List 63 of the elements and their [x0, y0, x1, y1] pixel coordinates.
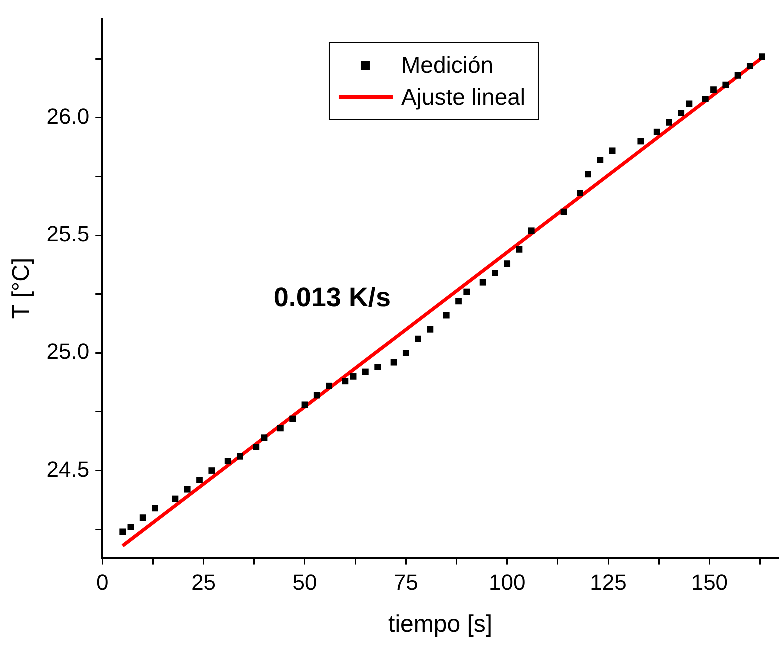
- point: [609, 148, 616, 154]
- y-tick-label: 26.0: [46, 104, 90, 130]
- annotation: 0.013 K/s: [274, 282, 391, 313]
- point: [702, 96, 709, 102]
- point: [374, 364, 382, 370]
- point: [577, 190, 584, 196]
- point: [710, 86, 717, 93]
- x-tick-label: 100: [488, 570, 526, 596]
- x-tick-label: 25: [192, 570, 216, 596]
- point: [678, 110, 685, 116]
- point: [654, 128, 660, 136]
- x-tick-label: 75: [394, 570, 418, 596]
- point: [464, 288, 470, 296]
- point: [128, 524, 134, 530]
- y-axis-title: T [°C]: [8, 258, 36, 320]
- point: [746, 63, 754, 70]
- x-tick-label: 0: [96, 570, 109, 596]
- point: [415, 336, 422, 342]
- y-tick-label: 25.0: [46, 339, 90, 364]
- point: [302, 402, 308, 408]
- point: [390, 359, 398, 366]
- point: [722, 82, 730, 88]
- point: [638, 138, 644, 145]
- point: [278, 425, 284, 432]
- point: [528, 228, 535, 234]
- point: [120, 528, 126, 536]
- point: [480, 279, 486, 286]
- y-tick-label: 24.5: [46, 456, 90, 482]
- point: [152, 505, 158, 512]
- point: [224, 458, 232, 465]
- point: [290, 416, 296, 422]
- point: [759, 54, 766, 60]
- point: [261, 434, 268, 442]
- x-axis-title: tiempo [s]: [388, 611, 493, 638]
- point: [237, 453, 244, 460]
- legend-label: Medición: [401, 51, 494, 80]
- point: [253, 444, 260, 450]
- point: [350, 374, 357, 380]
- point: [443, 312, 450, 319]
- x-tick-label: 125: [590, 570, 627, 596]
- point: [492, 270, 498, 276]
- point: [456, 298, 462, 305]
- point: [504, 260, 511, 267]
- point: [427, 326, 434, 333]
- point: [597, 157, 604, 164]
- point: [402, 350, 410, 356]
- point: [326, 382, 332, 390]
- point: [140, 514, 146, 521]
- point: [362, 368, 369, 376]
- point: [686, 100, 693, 108]
- x-tick-label: 50: [292, 570, 318, 596]
- point: [342, 378, 349, 385]
- y-tick-label: 25.5: [46, 222, 90, 247]
- point: [585, 171, 592, 178]
- point: [516, 246, 523, 253]
- point: [196, 477, 203, 484]
- legend-label: Ajuste lineal: [401, 83, 526, 112]
- x-tick-label: 150: [691, 570, 728, 596]
- point: [184, 486, 191, 493]
- point: [208, 468, 216, 474]
- point: [314, 392, 320, 399]
- point: [734, 72, 742, 79]
- point: [666, 120, 672, 126]
